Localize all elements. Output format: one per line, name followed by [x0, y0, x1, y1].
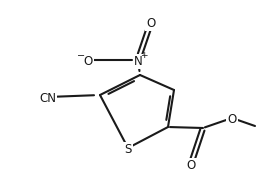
- Text: −: −: [77, 51, 85, 61]
- Text: O: O: [227, 113, 237, 126]
- Text: O: O: [186, 159, 196, 172]
- Text: O: O: [83, 55, 93, 68]
- Text: CN: CN: [39, 92, 57, 105]
- Text: +: +: [140, 51, 148, 61]
- Text: O: O: [146, 17, 156, 30]
- Text: S: S: [124, 143, 132, 156]
- Text: N: N: [134, 55, 142, 68]
